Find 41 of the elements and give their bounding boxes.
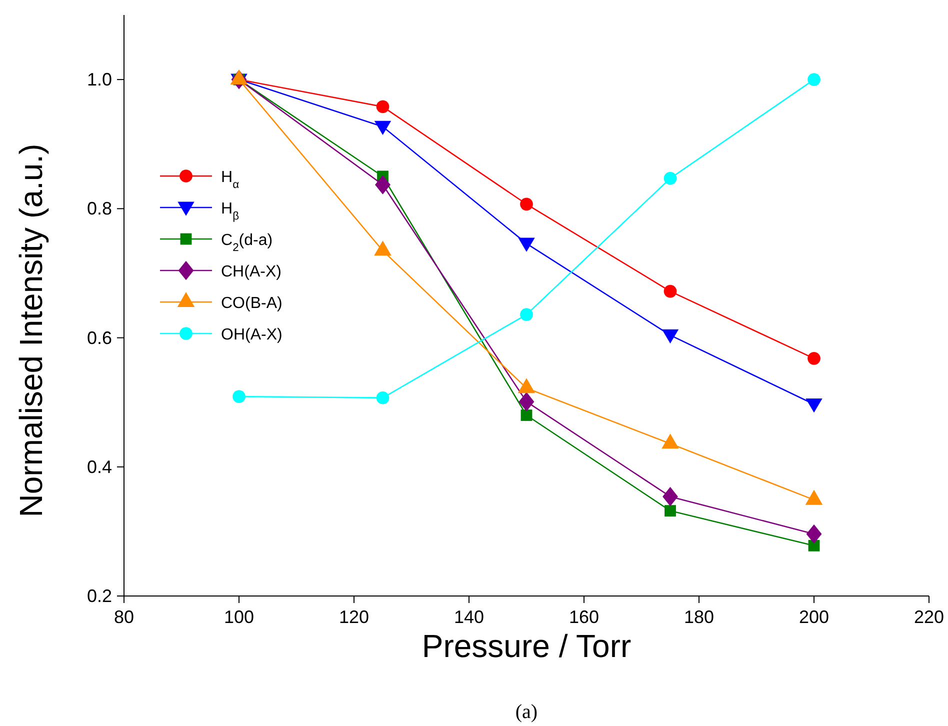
legend-label: CO(B-A) xyxy=(221,295,282,312)
y-tick-label: 1.0 xyxy=(86,70,112,90)
text: (a) xyxy=(515,701,538,723)
y-axis-title: Normalised Intensity (a.u.) xyxy=(13,144,49,518)
y-tick-label: 0.8 xyxy=(86,198,112,219)
legend-label: H$_{α}$ xyxy=(221,169,240,191)
point xyxy=(806,398,822,413)
y-tick-label: 0.2 xyxy=(86,586,112,606)
point xyxy=(375,175,390,194)
point xyxy=(664,284,677,298)
x-tick-label: 180 xyxy=(684,607,714,627)
y-tick-label: 0.4 xyxy=(86,456,112,477)
point xyxy=(662,486,678,506)
point xyxy=(518,392,534,412)
point xyxy=(520,308,533,321)
point xyxy=(806,524,822,544)
x-tick-label: 140 xyxy=(454,607,484,627)
x-tick-label: 200 xyxy=(798,607,830,627)
point xyxy=(664,172,677,185)
x-tick-label: 100 xyxy=(224,607,254,627)
point xyxy=(376,100,390,114)
point xyxy=(662,329,679,344)
x-tick-label: 80 xyxy=(114,607,134,627)
legend-label: H$_{β}$ xyxy=(221,200,239,222)
legend-label: OH(A-X) xyxy=(221,326,282,344)
legend-label: C$_{2}$(d-a) xyxy=(221,232,273,254)
point xyxy=(374,120,392,136)
x-axis-title: Pressure / Torr xyxy=(422,628,632,664)
point xyxy=(520,410,532,421)
point xyxy=(520,198,533,211)
legend-label: CH(A-X) xyxy=(221,264,282,280)
x-tick-label: 220 xyxy=(914,607,944,627)
x-tick-label: 160 xyxy=(568,607,600,627)
point xyxy=(232,390,246,403)
point xyxy=(808,352,820,365)
y-tick-label: 0.6 xyxy=(86,328,112,348)
x-tick-label: 120 xyxy=(338,607,370,627)
point xyxy=(518,238,535,252)
point xyxy=(808,73,820,86)
point xyxy=(376,391,390,404)
point xyxy=(664,505,676,516)
